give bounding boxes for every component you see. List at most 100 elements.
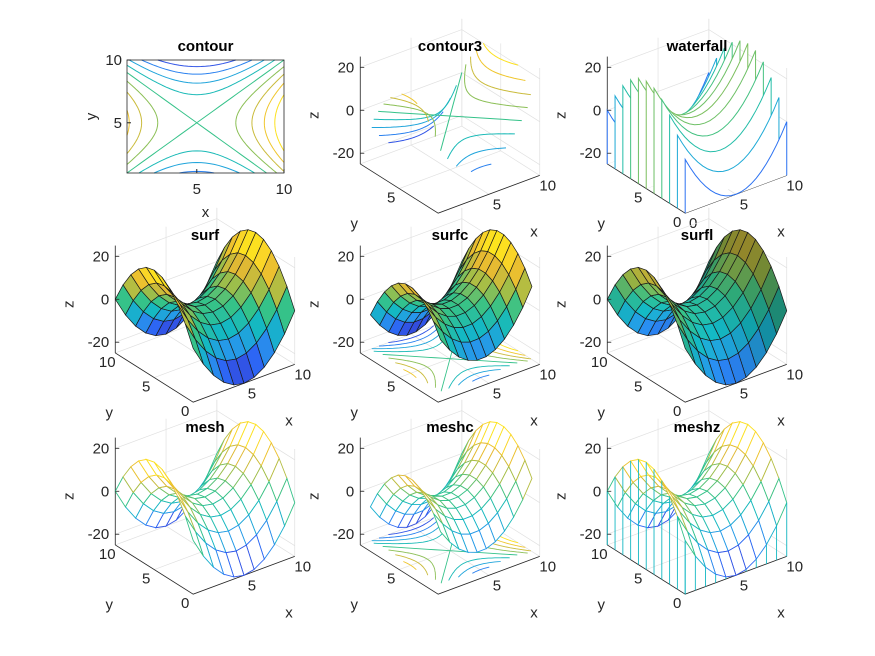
- floor-contour-line: [388, 325, 434, 343]
- mesh-patch: [184, 515, 204, 557]
- subplot-surfl: surfl 20 0 -20 10 5 0 5 10 z y x: [552, 207, 803, 429]
- contour3-line: [401, 49, 526, 105]
- xy-axis-line: [360, 163, 540, 214]
- y-tick-label: 0: [673, 214, 681, 231]
- x-axis-label: x: [530, 604, 538, 621]
- surface-patch: [433, 321, 451, 351]
- grid-line: [461, 125, 540, 176]
- contour3-line: [378, 111, 492, 173]
- z-axis-label: z: [305, 493, 322, 501]
- z-tick-label: -20: [580, 526, 602, 543]
- y-tick-label: 5: [634, 190, 642, 207]
- y-axis-label: y: [83, 112, 100, 120]
- chart-title: surf: [191, 227, 220, 244]
- x-axis-label: x: [285, 412, 293, 429]
- contour3-line: [378, 72, 522, 151]
- grid-line: [360, 115, 540, 165]
- subplot-meshz: meshz 20 0 -20 10 5 0 5 10 z y x: [552, 399, 803, 621]
- chart-title: surfl: [681, 227, 714, 244]
- subplot-mesh: mesh 20 0 -20 10 5 0 5 10 z y x: [60, 399, 311, 621]
- z-axis-label: z: [60, 493, 77, 501]
- contour-line: [129, 59, 265, 174]
- grid-line: [360, 125, 462, 165]
- y-tick-label: 5: [387, 190, 395, 207]
- x-tick-label: 10: [786, 366, 803, 383]
- x-tick-label: 5: [740, 385, 748, 402]
- z-tick-label: -20: [88, 334, 110, 351]
- contour-line: [126, 59, 276, 174]
- y-axis-label: y: [350, 216, 358, 233]
- contour3-line: [390, 56, 531, 122]
- x-axis-label: x: [285, 604, 293, 621]
- z-tick-label: 0: [101, 483, 109, 500]
- contour-line: [126, 82, 285, 163]
- xy-axis-line: [360, 352, 540, 403]
- z-tick-label: 20: [585, 59, 602, 76]
- z-tick-label: 0: [346, 291, 354, 308]
- y-axis-label: y: [350, 597, 358, 614]
- x-tick-label: 5: [248, 577, 256, 594]
- chart-title: contour: [178, 38, 234, 55]
- contour-line: [126, 73, 285, 172]
- x-tick-label: 10: [539, 558, 556, 575]
- grid-line: [410, 144, 490, 195]
- subplot-surfc: surfc 20 0 -20 5 5 10 z y x: [305, 207, 556, 429]
- z-axis-label: z: [305, 301, 322, 309]
- x-tick-label: 10: [276, 181, 293, 198]
- y-tick-label: 0: [673, 595, 681, 612]
- y-tick-label: 5: [142, 379, 150, 396]
- z-tick-label: 0: [593, 483, 601, 500]
- z-tick-label: 20: [338, 59, 355, 76]
- y-axis-label: y: [597, 597, 605, 614]
- contour-line: [141, 59, 253, 174]
- xy-axis-line: [115, 544, 295, 595]
- y-tick-label: 10: [99, 546, 116, 563]
- y-tick-label: 5: [387, 379, 395, 396]
- z-axis-label: z: [552, 112, 569, 120]
- contour3-line: [388, 125, 435, 144]
- x-tick-label: 5: [740, 577, 748, 594]
- subplot-contour: contour 5 10 5 10 x y: [83, 38, 292, 221]
- z-tick-label: -20: [580, 334, 602, 351]
- contour-line: [126, 66, 285, 174]
- waterfall-line: [684, 121, 788, 214]
- z-tick-label: 0: [346, 102, 354, 119]
- z-tick-label: 0: [346, 483, 354, 500]
- x-tick-label: 0: [689, 215, 697, 232]
- z-tick-label: 20: [93, 248, 110, 265]
- x-tick-label: 10: [539, 177, 556, 194]
- y-axis-label: y: [105, 405, 113, 422]
- xy-axis-line: [360, 544, 540, 595]
- x-axis-label: x: [777, 604, 785, 621]
- x-tick-label: 5: [740, 196, 748, 213]
- x-tick-label: 10: [786, 558, 803, 575]
- y-tick-label: 10: [591, 546, 608, 563]
- subplot-meshc: meshc 20 0 -20 5 5 10 z y x: [305, 399, 556, 621]
- z-tick-label: -20: [580, 145, 602, 162]
- xy-axis-line: [115, 352, 295, 403]
- z-tick-label: 20: [585, 440, 602, 457]
- contour-line: [157, 59, 236, 68]
- z-tick-label: 20: [93, 440, 110, 457]
- y-tick-label: 0: [181, 595, 189, 612]
- x-tick-label: 10: [539, 366, 556, 383]
- chart-title: waterfall: [666, 38, 728, 55]
- waterfall-line: [676, 97, 780, 209]
- y-tick-label: 0: [181, 403, 189, 420]
- y-tick-label: 0: [673, 403, 681, 420]
- y-tick-label: 5: [114, 115, 122, 132]
- y-axis-label: y: [597, 216, 605, 233]
- y-tick-label: 10: [105, 52, 122, 69]
- z-axis-label: z: [60, 301, 77, 309]
- x-axis-label: x: [777, 223, 785, 240]
- z-axis-label: z: [552, 301, 569, 309]
- x-tick-label: 5: [493, 196, 501, 213]
- z-tick-label: 0: [593, 102, 601, 119]
- chart-title: mesh: [185, 419, 224, 436]
- x-axis-label: x: [777, 412, 785, 429]
- z-tick-label: -20: [333, 526, 355, 543]
- y-tick-label: 5: [634, 571, 642, 588]
- y-tick-label: 5: [387, 571, 395, 588]
